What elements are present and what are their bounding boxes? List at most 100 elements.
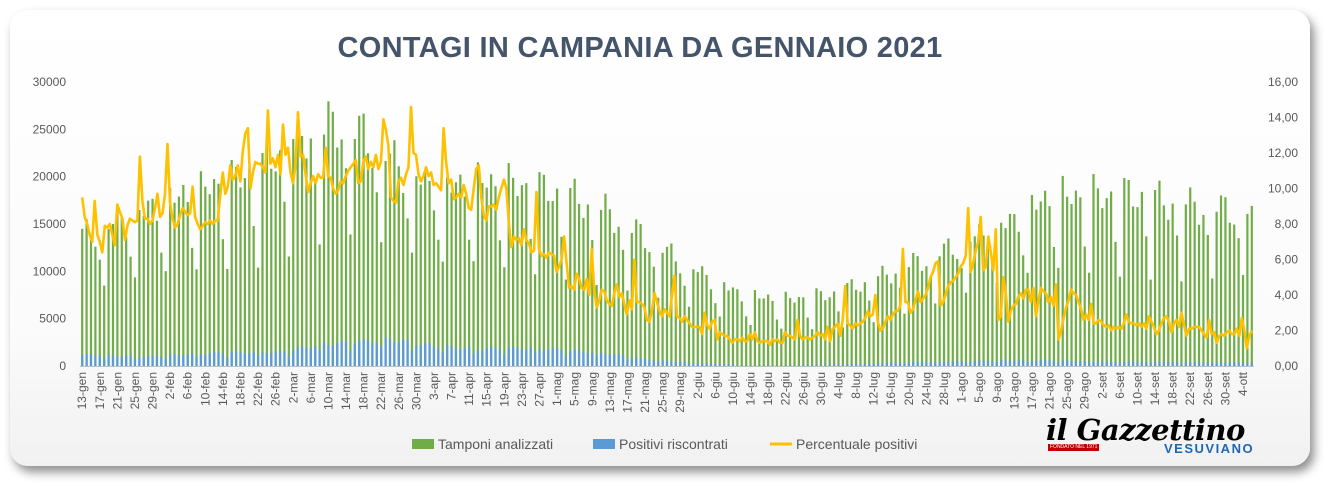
bar-positivi xyxy=(832,364,836,366)
bar-positivi xyxy=(498,349,502,366)
bar-positivi xyxy=(1197,362,1201,366)
bar-positivi xyxy=(1140,362,1143,366)
bar-positivi xyxy=(547,349,550,366)
x-tick-label: 26-giu xyxy=(796,372,810,405)
bar-tamponi xyxy=(454,182,458,366)
x-tick-label: 22-mar xyxy=(374,372,388,410)
bar-tamponi xyxy=(1008,213,1012,366)
bar-tamponi xyxy=(125,237,128,366)
bar-positivi xyxy=(793,364,796,366)
bar-positivi xyxy=(643,358,647,366)
bar-positivi xyxy=(577,350,581,366)
bar-tamponi xyxy=(173,202,176,366)
bar-positivi xyxy=(1167,362,1170,366)
bar-positivi xyxy=(327,345,330,366)
bar-positivi xyxy=(344,341,348,366)
bar-positivi xyxy=(582,352,585,366)
bar-positivi xyxy=(639,357,642,366)
bar-positivi xyxy=(973,360,976,366)
bar-tamponi xyxy=(204,186,207,366)
bar-tamponi xyxy=(1101,208,1104,366)
bar-positivi xyxy=(138,357,141,366)
legend-label-positivi: Positivi riscontrati xyxy=(619,436,728,452)
bar-positivi xyxy=(1123,361,1126,366)
bar-tamponi xyxy=(771,300,774,366)
bar-positivi xyxy=(182,355,185,366)
bar-tamponi xyxy=(199,171,203,366)
bar-tamponi xyxy=(665,246,669,366)
bar-positivi xyxy=(569,350,572,366)
x-tick-label: 26-feb xyxy=(269,372,283,406)
bar-tamponi xyxy=(775,319,779,366)
bar-tamponi xyxy=(234,166,238,366)
bar-tamponi xyxy=(437,239,440,366)
bar-tamponi xyxy=(327,101,330,366)
bar-positivi xyxy=(1215,362,1218,366)
bar-tamponi xyxy=(344,168,348,366)
x-tick-label: 6-giu xyxy=(708,372,722,399)
bar-positivi xyxy=(995,362,998,366)
y-right-tick-label: 14,00 xyxy=(1268,111,1298,125)
bar-positivi xyxy=(1061,360,1064,366)
bar-positivi xyxy=(397,342,400,366)
bar-positivi xyxy=(767,364,770,366)
bar-tamponi xyxy=(577,203,581,366)
bar-tamponi xyxy=(120,218,123,366)
x-tick-label: 8-lug xyxy=(849,372,863,399)
x-tick-label: 10-set xyxy=(1131,371,1145,405)
bar-tamponi xyxy=(424,171,427,366)
bar-tamponi xyxy=(1061,175,1064,366)
bar-tamponi xyxy=(973,236,976,366)
bar-positivi xyxy=(358,341,361,366)
bar-positivi xyxy=(850,363,853,366)
bar-positivi xyxy=(1175,362,1179,366)
bar-positivi xyxy=(925,362,928,366)
bar-positivi xyxy=(204,354,207,366)
bar-positivi xyxy=(806,364,809,366)
bar-tamponi xyxy=(1044,190,1047,366)
bar-positivi xyxy=(494,348,497,366)
bar-positivi xyxy=(336,343,339,366)
bar-tamponi xyxy=(591,240,594,366)
x-tick-label: 18-giu xyxy=(761,372,775,405)
bar-positivi xyxy=(648,360,651,366)
bar-tamponi xyxy=(116,208,119,366)
bar-positivi xyxy=(441,352,444,366)
bar-positivi xyxy=(191,352,194,366)
bar-positivi xyxy=(819,364,822,366)
bar-positivi xyxy=(1052,361,1056,366)
bar-tamponi xyxy=(621,249,625,366)
x-tick-label: 20-lug xyxy=(902,372,916,405)
bar-positivi xyxy=(388,339,392,366)
bar-positivi xyxy=(929,362,932,366)
bar-positivi xyxy=(437,348,440,366)
x-tick-label: 30-giu xyxy=(814,372,828,405)
bar-positivi xyxy=(142,356,145,366)
legend-swatch-positivi xyxy=(593,439,615,449)
bar-positivi xyxy=(151,355,154,366)
bar-tamponi xyxy=(599,209,603,366)
bar-positivi xyxy=(81,354,84,366)
bar-tamponi xyxy=(934,303,937,366)
bar-tamponi xyxy=(261,153,264,366)
bar-positivi xyxy=(956,360,959,366)
x-tick-label: 2-giu xyxy=(691,372,705,399)
bar-positivi xyxy=(217,352,220,366)
bar-tamponi xyxy=(687,306,691,366)
bar-positivi xyxy=(476,350,480,366)
bar-positivi xyxy=(1219,362,1223,366)
bar-positivi xyxy=(665,361,669,366)
bar-tamponi xyxy=(309,138,312,366)
bar-tamponi xyxy=(85,219,88,366)
bar-positivi xyxy=(837,364,840,366)
bar-tamponi xyxy=(213,179,216,366)
x-tick-label: 13-gen xyxy=(75,372,89,409)
bar-tamponi xyxy=(1039,201,1042,366)
bar-positivi xyxy=(947,361,950,366)
bar-tamponi xyxy=(815,288,818,366)
bar-tamponi xyxy=(186,202,189,366)
bar-positivi xyxy=(555,348,559,366)
bar-tamponi xyxy=(1140,191,1143,366)
bar-tamponi xyxy=(978,224,981,366)
